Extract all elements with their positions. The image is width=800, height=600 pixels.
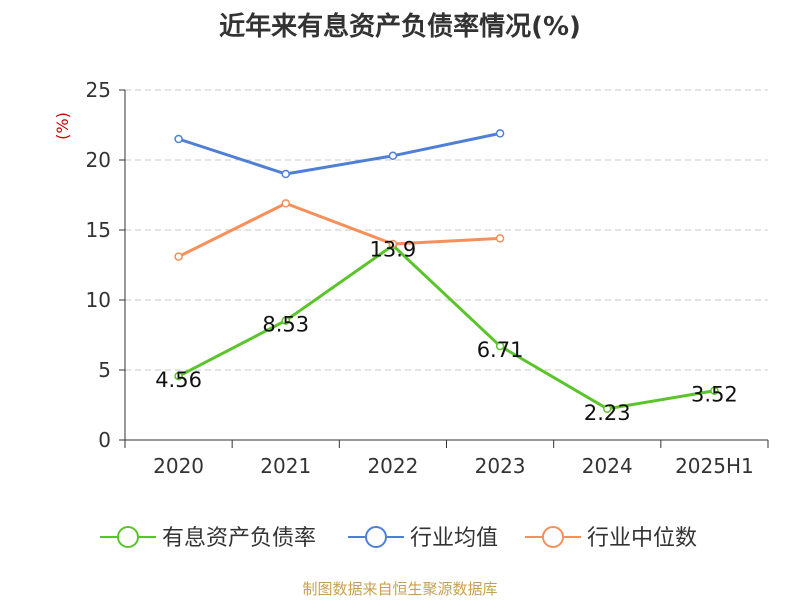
axes: 0 5 10 15 20 25 (%) 2020 2021 2022 2023 2024 2025H1	[53, 78, 769, 478]
x-tick-label: 2024	[582, 454, 633, 478]
data-point	[281, 169, 290, 179]
data-label: 2.23	[584, 401, 631, 425]
chart-title: 近年来有息资产负债率情况(%)	[219, 12, 581, 42]
y-tick-label: 10	[86, 288, 111, 312]
data-label: 13.9	[370, 237, 417, 261]
data-label: 6.71	[477, 338, 524, 362]
x-tick-label: 2025H1	[675, 454, 754, 478]
series-line-1	[178, 131, 501, 176]
y-tick-label: 25	[86, 78, 111, 102]
source-note: 制图数据来自恒生聚源数据库	[302, 580, 498, 598]
data-point	[281, 199, 290, 208]
x-tick-label: 2022	[367, 454, 418, 478]
grid-lines	[125, 89, 768, 371]
data-point	[174, 371, 183, 381]
x-tick-label: 2021	[260, 454, 311, 478]
data-point	[388, 151, 398, 161]
legend-label: 行业均值	[410, 526, 498, 551]
legend-marker	[117, 526, 139, 548]
data-labels: 4.56 8.53 13.9 6.71 2.23 3.52	[155, 237, 738, 424]
legend-label: 行业中位数	[587, 526, 697, 551]
data-point	[174, 134, 183, 144]
data-label: 3.52	[691, 383, 738, 407]
data-point	[710, 386, 719, 395]
data-point	[495, 129, 505, 138]
data-point	[174, 252, 183, 261]
series-lines	[174, 129, 719, 414]
legend: 有息资产负债率 行业均值 行业中位数	[100, 526, 697, 551]
data-point	[603, 404, 612, 414]
y-tick-label: 15	[86, 218, 111, 242]
series-line-2	[177, 201, 501, 258]
series-line-0	[177, 243, 715, 411]
x-tick-label: 2023	[475, 454, 526, 478]
legend-marker	[365, 526, 387, 548]
legend-label: 有息资产负债率	[162, 526, 316, 551]
data-point	[281, 316, 290, 325]
y-tick-label: 5	[98, 358, 111, 382]
x-tick-label: 2020	[153, 454, 204, 478]
data-point	[495, 341, 505, 351]
y-tick-label: 0	[98, 428, 111, 452]
data-label: 8.53	[262, 313, 309, 337]
data-point	[495, 234, 505, 243]
data-label: 4.56	[155, 368, 202, 392]
legend-marker	[542, 526, 564, 548]
y-axis-label: (%)	[53, 112, 72, 140]
y-tick-label: 20	[86, 148, 111, 172]
data-point	[388, 239, 398, 249]
